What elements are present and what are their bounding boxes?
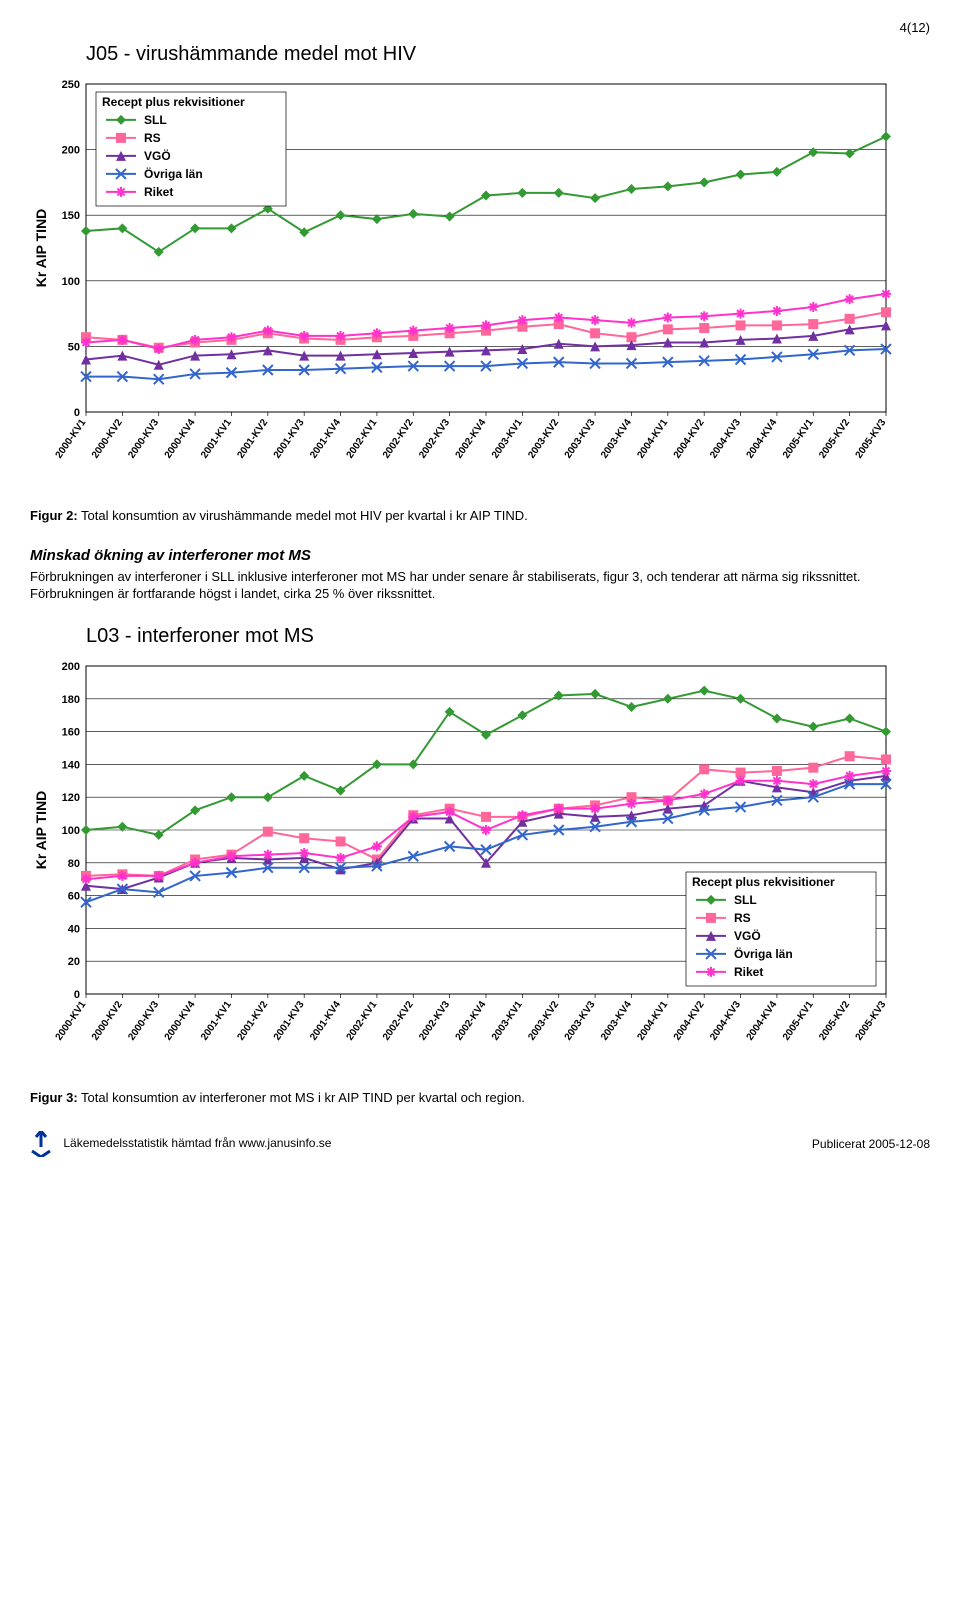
svg-text:SLL: SLL — [144, 113, 167, 127]
svg-text:180: 180 — [62, 694, 80, 706]
svg-text:100: 100 — [62, 276, 80, 288]
svg-text:2003-KV2: 2003-KV2 — [526, 417, 561, 461]
svg-text:2002-KV3: 2002-KV3 — [417, 417, 452, 461]
svg-text:2004-KV1: 2004-KV1 — [635, 417, 670, 461]
chart2-caption-prefix: Figur 3: — [30, 1090, 78, 1105]
footer-right-text: Publicerat 2005-12-08 — [812, 1137, 930, 1151]
svg-text:Riket: Riket — [144, 185, 173, 199]
svg-text:120: 120 — [62, 792, 80, 804]
section-heading: Minskad ökning av interferoner mot MS — [30, 547, 930, 564]
svg-text:2005-KV1: 2005-KV1 — [781, 999, 816, 1043]
svg-text:2004-KV4: 2004-KV4 — [745, 417, 780, 461]
chart1-title: J05 - virushämmande medel mot HIV — [86, 43, 930, 66]
svg-text:2002-KV1: 2002-KV1 — [345, 999, 380, 1043]
chart2-caption-text: Total konsumtion av interferoner mot MS … — [78, 1090, 525, 1105]
svg-text:2003-KV3: 2003-KV3 — [563, 999, 598, 1043]
svg-text:250: 250 — [62, 79, 80, 91]
svg-text:2004-KV3: 2004-KV3 — [708, 999, 743, 1043]
svg-text:140: 140 — [62, 759, 80, 771]
svg-text:2000-KV4: 2000-KV4 — [163, 999, 198, 1043]
svg-text:2001-KV1: 2001-KV1 — [199, 417, 234, 461]
page-footer: Läkemedelsstatistik hämtad från www.janu… — [30, 1131, 930, 1157]
svg-text:2001-KV3: 2001-KV3 — [272, 999, 307, 1043]
svg-text:2000-KV4: 2000-KV4 — [163, 417, 198, 461]
svg-text:2001-KV4: 2001-KV4 — [308, 999, 343, 1043]
chart2-caption: Figur 3: Total konsumtion av interferone… — [30, 1090, 930, 1107]
svg-text:2000-KV1: 2000-KV1 — [54, 999, 89, 1043]
svg-text:2000-KV1: 2000-KV1 — [54, 417, 89, 461]
svg-text:2003-KV4: 2003-KV4 — [599, 999, 634, 1043]
svg-text:20: 20 — [68, 956, 80, 968]
footer-left-text: Läkemedelsstatistik hämtad från www.janu… — [63, 1136, 331, 1150]
svg-text:Övriga län: Övriga län — [144, 166, 203, 181]
svg-text:2003-KV4: 2003-KV4 — [599, 417, 634, 461]
chart1-caption-text: Total konsumtion av virushämmande medel … — [78, 508, 528, 523]
svg-text:2001-KV4: 2001-KV4 — [308, 417, 343, 461]
chart1-svg: 0501001502002502000-KV12000-KV22000-KV32… — [30, 72, 900, 502]
svg-text:2002-KV2: 2002-KV2 — [381, 417, 416, 461]
svg-text:2002-KV4: 2002-KV4 — [454, 417, 489, 461]
section-body: Förbrukningen av interferoner i SLL inkl… — [30, 568, 930, 603]
svg-text:200: 200 — [62, 145, 80, 157]
svg-text:2005-KV2: 2005-KV2 — [817, 417, 852, 461]
svg-text:160: 160 — [62, 727, 80, 739]
svg-text:2001-KV2: 2001-KV2 — [235, 417, 270, 461]
svg-text:60: 60 — [68, 891, 80, 903]
chart2-title: L03 - interferoner mot MS — [86, 625, 930, 648]
svg-text:SLL: SLL — [734, 893, 757, 907]
svg-text:2001-KV2: 2001-KV2 — [235, 999, 270, 1043]
svg-text:2005-KV2: 2005-KV2 — [817, 999, 852, 1043]
svg-text:2003-KV2: 2003-KV2 — [526, 999, 561, 1043]
chart1-caption: Figur 2: Total konsumtion av virushämman… — [30, 508, 930, 525]
svg-text:2002-KV1: 2002-KV1 — [345, 417, 380, 461]
svg-text:2001-KV3: 2001-KV3 — [272, 417, 307, 461]
svg-text:2002-KV3: 2002-KV3 — [417, 999, 452, 1043]
chart-j05: J05 - virushämmande medel mot HIV 050100… — [30, 43, 930, 525]
svg-text:2003-KV3: 2003-KV3 — [563, 417, 598, 461]
chart-l03: L03 - interferoner mot MS 02040608010012… — [30, 625, 930, 1107]
svg-text:2002-KV2: 2002-KV2 — [381, 999, 416, 1043]
chart2-svg: 0204060801001201401601802002000-KV12000-… — [30, 654, 900, 1084]
svg-text:2001-KV1: 2001-KV1 — [199, 999, 234, 1043]
svg-text:Recept plus rekvisitioner: Recept plus rekvisitioner — [692, 875, 835, 889]
svg-text:Övriga län: Övriga län — [734, 946, 793, 961]
svg-text:Recept plus rekvisitioner: Recept plus rekvisitioner — [102, 95, 245, 109]
svg-text:2003-KV1: 2003-KV1 — [490, 999, 525, 1043]
svg-text:80: 80 — [68, 858, 80, 870]
svg-text:VGÖ: VGÖ — [734, 928, 761, 943]
chart1-caption-prefix: Figur 2: — [30, 508, 78, 523]
page-number: 4(12) — [30, 20, 930, 35]
footer-left: Läkemedelsstatistik hämtad från www.janu… — [30, 1131, 331, 1157]
svg-text:Kr AIP TIND: Kr AIP TIND — [33, 209, 49, 288]
svg-text:2004-KV2: 2004-KV2 — [672, 417, 707, 461]
svg-text:2003-KV1: 2003-KV1 — [490, 417, 525, 461]
svg-text:2004-KV4: 2004-KV4 — [745, 999, 780, 1043]
svg-text:40: 40 — [68, 923, 80, 935]
svg-text:150: 150 — [62, 210, 80, 222]
svg-text:2005-KV3: 2005-KV3 — [854, 417, 889, 461]
svg-text:2000-KV2: 2000-KV2 — [90, 417, 125, 461]
svg-text:2005-KV3: 2005-KV3 — [854, 999, 889, 1043]
svg-text:2005-KV1: 2005-KV1 — [781, 417, 816, 461]
svg-text:2004-KV1: 2004-KV1 — [635, 999, 670, 1043]
svg-text:VGÖ: VGÖ — [144, 148, 171, 163]
svg-text:2002-KV4: 2002-KV4 — [454, 999, 489, 1043]
svg-text:100: 100 — [62, 825, 80, 837]
svg-text:200: 200 — [62, 661, 80, 673]
svg-text:2004-KV3: 2004-KV3 — [708, 417, 743, 461]
svg-text:50: 50 — [68, 341, 80, 353]
svg-text:Riket: Riket — [734, 965, 763, 979]
svg-text:RS: RS — [734, 911, 751, 925]
svg-text:2000-KV3: 2000-KV3 — [126, 999, 161, 1043]
footer-logo-icon — [30, 1131, 52, 1157]
svg-text:RS: RS — [144, 131, 161, 145]
svg-text:2000-KV3: 2000-KV3 — [126, 417, 161, 461]
svg-text:2000-KV2: 2000-KV2 — [90, 999, 125, 1043]
svg-text:Kr AIP TIND: Kr AIP TIND — [33, 791, 49, 870]
svg-text:2004-KV2: 2004-KV2 — [672, 999, 707, 1043]
